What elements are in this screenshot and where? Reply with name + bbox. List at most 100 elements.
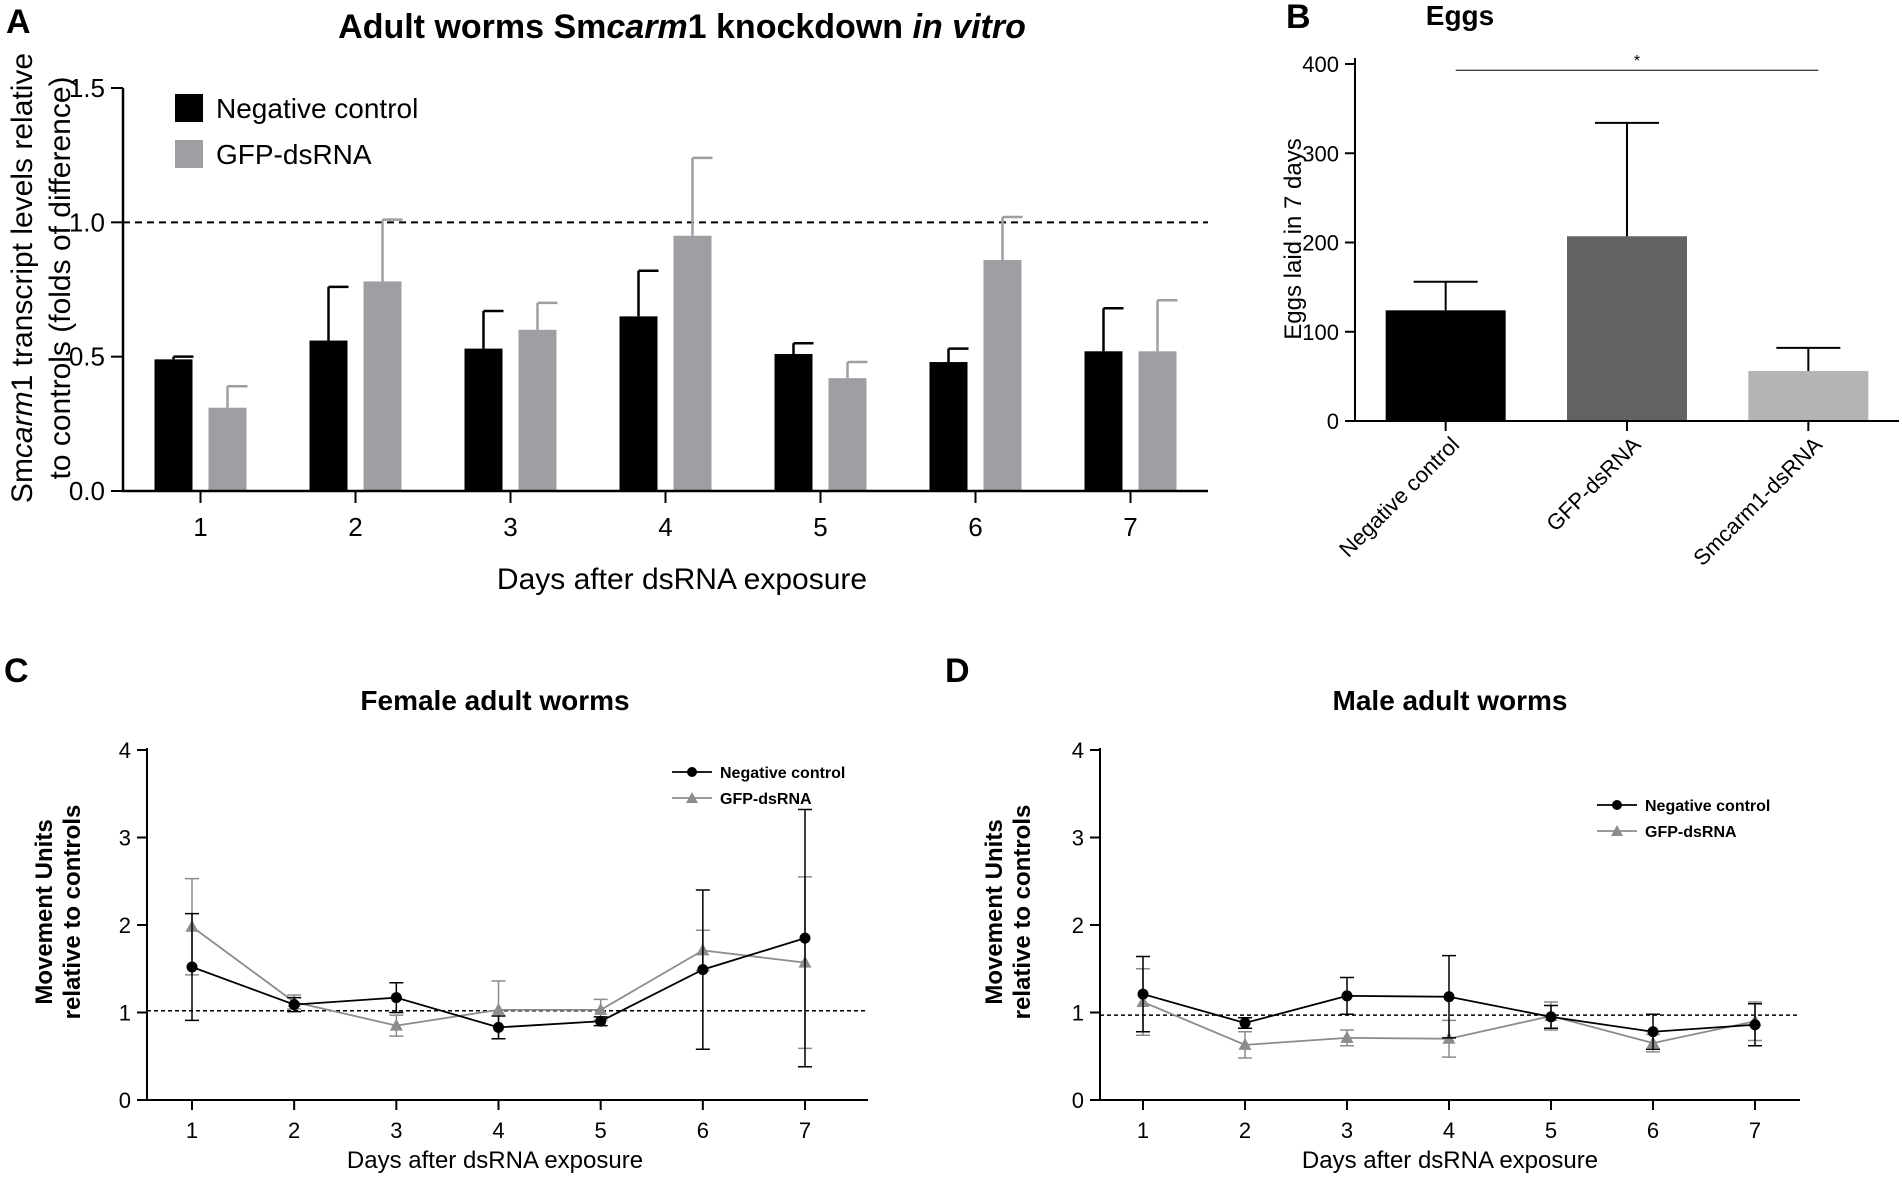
x-tick-label: GFP-dsRNA bbox=[1541, 432, 1645, 536]
panel-a: A Adult worms Smcarm1 knockdown in vitro… bbox=[6, 3, 1208, 596]
point-negative-control-day-2 bbox=[1239, 1017, 1251, 1029]
bar-negative-control-day-6 bbox=[929, 362, 968, 491]
x-tick-label: 1 bbox=[193, 512, 207, 542]
x-tick-label: 2 bbox=[1239, 1118, 1251, 1143]
point-gfp-dsrna-day-5 bbox=[594, 1002, 608, 1015]
panel-c-ylabel-line2: relative to controls bbox=[59, 805, 86, 1020]
point-negative-control-day-1 bbox=[1137, 988, 1149, 1000]
bar-gfp-dsrna-day-4 bbox=[673, 235, 712, 491]
x-tick-label: 3 bbox=[390, 1118, 402, 1143]
legend-label-gfp-dsrna: GFP-dsRNA bbox=[216, 139, 372, 170]
panel-a-label: A bbox=[6, 3, 31, 41]
legend-label-negative-control: Negative control bbox=[720, 765, 845, 782]
legend-marker-negative-control bbox=[687, 767, 697, 777]
point-negative-control-day-1 bbox=[186, 961, 198, 973]
x-tick-label: 6 bbox=[968, 512, 982, 542]
panel-d-ylabel-line2: relative to controls bbox=[1009, 805, 1036, 1020]
x-tick-label: 6 bbox=[1647, 1118, 1659, 1143]
bar-gfp-dsrna-day-6 bbox=[983, 259, 1022, 491]
y-tick-label: 400 bbox=[1302, 52, 1339, 77]
point-negative-control-day-2 bbox=[288, 999, 300, 1011]
legend-label-negative-control: Negative control bbox=[216, 93, 418, 124]
bar-gfp-dsrna-day-1 bbox=[208, 407, 247, 491]
legend-swatch-gfp-dsrna bbox=[175, 140, 203, 168]
bar-gfp-dsrna-day-3 bbox=[518, 329, 557, 491]
y-tick-label: 0.0 bbox=[69, 476, 105, 506]
y-tick-label: 3 bbox=[119, 826, 131, 851]
x-tick-label: 2 bbox=[348, 512, 362, 542]
x-tick-label: 5 bbox=[1545, 1118, 1557, 1143]
bar-gfp-dsrna-day-7 bbox=[1138, 351, 1177, 491]
panel-c: C Female adult worms Movement Units rela… bbox=[4, 652, 868, 1174]
panel-b-plot: 0 100 200 300 400 Negative control GFP-dsRNA Sm… bbox=[1302, 52, 1899, 571]
bar-negative-control bbox=[1385, 310, 1506, 421]
y-tick-label: 4 bbox=[119, 738, 131, 763]
point-gfp-dsrna-day-3 bbox=[1340, 1030, 1354, 1043]
panel-c-ylabel-line1: Movement Units bbox=[31, 819, 58, 1004]
panel-d-label: D bbox=[945, 652, 970, 690]
x-tick-label: 4 bbox=[1443, 1118, 1455, 1143]
x-tick-label: 6 bbox=[697, 1118, 709, 1143]
y-tick-label: 200 bbox=[1302, 231, 1339, 256]
y-tick-label: 0 bbox=[1327, 409, 1339, 434]
panel-d-title: Male adult worms bbox=[1333, 685, 1568, 716]
panel-b-ylabel: Eggs laid in 7 days bbox=[1280, 138, 1307, 339]
legend-marker-gfp-dsrna bbox=[1611, 825, 1623, 836]
x-tick-label: 1 bbox=[1137, 1118, 1149, 1143]
y-tick-label: 300 bbox=[1302, 141, 1339, 166]
panel-b: B Eggs Eggs laid in 7 days 0 100 200 300 400… bbox=[1280, 0, 1899, 571]
y-tick-label: 4 bbox=[1072, 738, 1084, 763]
x-tick-label: 5 bbox=[595, 1118, 607, 1143]
panel-b-label: B bbox=[1286, 0, 1311, 36]
bar-negative-control-day-2 bbox=[309, 340, 348, 491]
x-tick-label: 2 bbox=[288, 1118, 300, 1143]
panel-c-xlabel: Days after dsRNA exposure bbox=[347, 1147, 643, 1174]
panel-d: D Male adult worms Movement Units relati… bbox=[945, 652, 1800, 1174]
legend-marker-gfp-dsrna bbox=[686, 792, 698, 803]
point-negative-control-day-4 bbox=[1443, 991, 1455, 1003]
point-gfp-dsrna-day-3 bbox=[389, 1018, 403, 1031]
legend-label-gfp-dsrna: GFP-dsRNA bbox=[720, 791, 812, 808]
panel-a-title: Adult worms Smcarm1 knockdown in vitro bbox=[338, 8, 1026, 46]
panel-d-xlabel: Days after dsRNA exposure bbox=[1302, 1147, 1598, 1174]
x-tick-label: Smcarm1-dsRNA bbox=[1688, 432, 1827, 571]
panel-a-plot: 0.0 0.5 1.0 1.5 1 2 3 4 5 6 7 bbox=[69, 73, 1208, 542]
bar-negative-control-day-1 bbox=[154, 359, 193, 491]
legend-marker-negative-control bbox=[1612, 800, 1622, 810]
panel-d-ylabel-line1: Movement Units bbox=[981, 819, 1008, 1004]
x-tick-label: 4 bbox=[492, 1118, 504, 1143]
x-tick-label: 1 bbox=[186, 1118, 198, 1143]
point-negative-control-day-7 bbox=[1749, 1019, 1761, 1031]
bar-negative-control-day-3 bbox=[464, 348, 503, 491]
significance-star: * bbox=[1634, 53, 1640, 70]
y-tick-label: 0.5 bbox=[69, 342, 105, 372]
y-tick-label: 100 bbox=[1302, 320, 1339, 345]
point-negative-control-day-4 bbox=[493, 1021, 504, 1033]
bar-smcarm1-dsrna bbox=[1748, 371, 1869, 421]
panel-b-title: Eggs bbox=[1426, 0, 1494, 31]
panel-c-title: Female adult worms bbox=[360, 685, 629, 716]
point-negative-control-day-5 bbox=[1545, 1011, 1557, 1023]
point-gfp-dsrna-day-4 bbox=[492, 1002, 505, 1015]
bar-negative-control-day-4 bbox=[619, 316, 658, 491]
point-negative-control-day-3 bbox=[390, 992, 402, 1004]
y-tick-label: 1.0 bbox=[69, 207, 105, 237]
panel-d-plot: 0 1 2 3 4 1 2 3 4 5 6 7 Negative control GFP-dsRNA bbox=[1072, 738, 1800, 1143]
y-tick-label: 3 bbox=[1072, 826, 1084, 851]
legend-label-negative-control: Negative control bbox=[1645, 798, 1770, 815]
bar-negative-control-day-5 bbox=[774, 353, 813, 491]
panel-c-plot: 0 1 2 3 4 1 2 3 4 5 6 7 Negative control GFP-dsRNA bbox=[119, 738, 868, 1143]
panel-a-ylabel-line2: to controls (folds of difference) bbox=[44, 77, 77, 480]
y-tick-label: 0 bbox=[119, 1088, 131, 1113]
y-tick-label: 1 bbox=[1072, 1001, 1084, 1026]
y-tick-label: 1.5 bbox=[69, 73, 105, 103]
point-negative-control-day-7 bbox=[799, 932, 811, 944]
x-tick-label: 4 bbox=[658, 512, 672, 542]
point-negative-control-day-3 bbox=[1341, 990, 1353, 1002]
point-negative-control-day-6 bbox=[697, 964, 709, 976]
panel-c-label: C bbox=[4, 652, 29, 690]
x-tick-label: Negative control bbox=[1334, 432, 1464, 562]
x-tick-label: 7 bbox=[1123, 512, 1137, 542]
y-tick-label: 2 bbox=[1072, 913, 1084, 938]
